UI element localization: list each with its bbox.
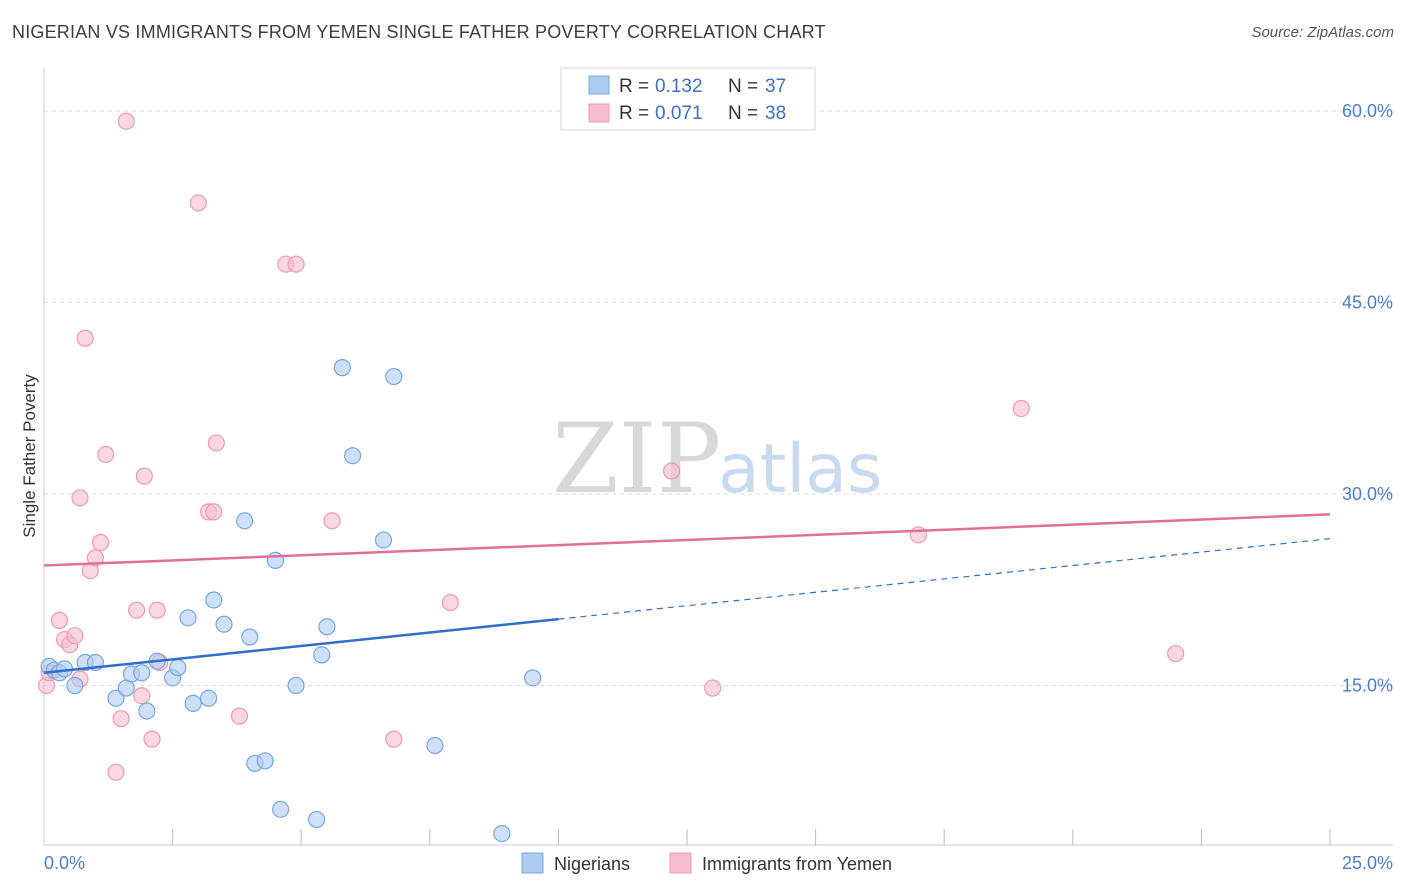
yemen-point	[662, 462, 681, 480]
nigerian-point	[205, 591, 223, 609]
yemen-point	[66, 627, 84, 645]
nigerian-point	[66, 676, 84, 695]
legend-r-label-1: R =	[619, 76, 649, 97]
axes	[43, 68, 1393, 846]
legend-swatch-yemen	[588, 103, 610, 123]
yemen-point	[71, 489, 89, 507]
legend-r-label-2: R =	[619, 103, 649, 124]
nigerian-point	[272, 800, 290, 818]
yemen-point	[143, 730, 161, 748]
yemen-point	[323, 512, 341, 530]
nigerian-point	[385, 367, 403, 386]
legend-r-value-1: 0.132	[655, 76, 703, 97]
y-tick-label-15: 15.0%	[1342, 676, 1393, 696]
nigerian-point	[374, 531, 393, 549]
yemen-point	[135, 467, 153, 485]
nigerian-point	[133, 664, 151, 682]
nigerian-point	[524, 669, 542, 687]
yemen-point	[189, 194, 207, 212]
yemen-point	[207, 434, 225, 452]
grid	[44, 110, 1393, 686]
yemen-point	[205, 503, 223, 521]
nigerian-point	[215, 615, 233, 633]
nigerians-trend-extension	[558, 538, 1331, 620]
yemen-trend-line	[43, 513, 1331, 567]
watermark-zip: ZIP	[552, 403, 721, 515]
nigerian-point	[333, 359, 351, 377]
y-tick-labels: 15.0% 30.0% 45.0% 60.0%	[1342, 101, 1393, 696]
source-label: Source: ZipAtlas.com	[1251, 24, 1394, 41]
chart-title: NIGERIAN VS IMMIGRANTS FROM YEMEN SINGLE…	[12, 22, 826, 42]
yemen-point	[50, 611, 69, 629]
yemen-point	[441, 593, 459, 612]
nigerian-point	[426, 736, 444, 755]
nigerian-point	[287, 676, 305, 695]
nigerian-point	[107, 689, 125, 707]
legend-n-value-1: 37	[765, 76, 786, 97]
correlation-legend: R = 0.132 N = 37 R = 0.071 N = 38	[560, 67, 816, 131]
legend-n-label-2: N =	[728, 103, 758, 124]
y-tick-label-45: 45.0%	[1342, 293, 1393, 313]
nigerian-point	[313, 646, 331, 664]
yemen-point	[287, 255, 305, 273]
nigerian-point	[493, 824, 511, 843]
yemen-point	[117, 112, 135, 130]
legend-swatch-nigerians	[588, 75, 610, 95]
legend-r-value-2: 0.071	[655, 103, 703, 124]
yemen-point	[97, 445, 115, 464]
nigerian-point	[241, 628, 259, 646]
yemen-point	[86, 549, 105, 567]
nigerian-point	[200, 689, 218, 707]
nigerian-point	[138, 702, 156, 720]
yemen-point	[107, 763, 125, 781]
nigerians-trend-line	[43, 617, 559, 674]
x-tick-label-max: 25.0%	[1342, 853, 1393, 873]
yemen-point	[133, 687, 151, 705]
x-tick-label-min: 0.0%	[44, 853, 85, 873]
legend-n-value-2: 38	[765, 103, 786, 124]
yemen-point	[91, 533, 110, 552]
nigerian-point	[344, 447, 362, 465]
trend-lines	[43, 513, 1331, 674]
y-axis-label: Single Father Poverty	[20, 374, 39, 538]
yemen-point	[148, 601, 166, 619]
yemen-point	[704, 679, 722, 697]
nigerian-point	[184, 694, 202, 712]
yemen-point	[112, 710, 130, 728]
series-yemen-points	[37, 112, 1185, 781]
nigerian-point	[179, 609, 197, 627]
nigerian-point	[318, 618, 336, 636]
series-legend: Nigerians Immigrants from Yemen	[521, 852, 892, 874]
nigerian-point	[308, 810, 326, 829]
watermark: ZIP atlas	[552, 403, 882, 515]
legend-n-label-1: N =	[728, 76, 758, 97]
bottom-legend-swatch-yemen	[669, 852, 692, 874]
yemen-point	[909, 526, 928, 544]
yemen-point	[385, 730, 403, 748]
yemen-point	[76, 329, 94, 347]
yemen-point	[127, 601, 146, 619]
bottom-legend-label-nigerians: Nigerians	[554, 854, 630, 874]
nigerian-point	[256, 752, 274, 770]
y-tick-label-60: 60.0%	[1342, 101, 1393, 121]
watermark-atlas: atlas	[718, 430, 882, 509]
yemen-point	[230, 707, 249, 725]
bottom-legend-swatch-nigerians	[521, 852, 544, 874]
yemen-point	[1167, 644, 1185, 663]
y-tick-label-30: 30.0%	[1342, 484, 1393, 504]
bottom-legend-label-yemen: Immigrants from Yemen	[702, 854, 892, 874]
nigerian-point	[236, 512, 254, 530]
nigerian-point	[266, 551, 285, 569]
nigerian-point	[169, 659, 187, 677]
yemen-point	[1012, 399, 1030, 418]
